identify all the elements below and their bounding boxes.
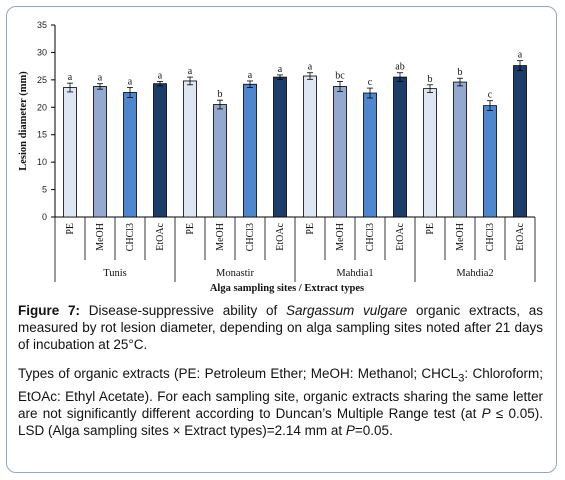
- significance-letter: a: [278, 64, 283, 75]
- significance-letter: bc: [335, 71, 345, 82]
- category-label: MeOH: [215, 223, 226, 251]
- y-axis-title: Lesion diameter (mm): [18, 71, 29, 171]
- significance-letter: a: [128, 77, 133, 88]
- bar-monastir-chcl3: [243, 83, 257, 218]
- bar-mahdia2-pe: [423, 88, 437, 218]
- bar-mahdia2-meoh: [453, 81, 467, 218]
- category-label: PE: [305, 223, 316, 235]
- x-axis-title: Alga sampling sites / Extract types: [210, 283, 364, 294]
- category-label: CHCl3: [125, 223, 136, 251]
- y-tick-label: 15: [37, 130, 47, 140]
- y-tick-label: 20: [37, 102, 47, 112]
- y-tick-label: 35: [37, 20, 47, 30]
- category-label: CHCl3: [485, 223, 496, 251]
- bar-tunis-etoac: [153, 83, 167, 218]
- significance-letter: a: [98, 73, 103, 84]
- figure-number: Figure 7:: [18, 303, 80, 318]
- category-label: MeOH: [455, 223, 466, 251]
- significance-letter: a: [308, 62, 313, 73]
- bar-tunis-chcl3: [123, 92, 137, 218]
- bar-monastir-meoh: [213, 104, 227, 218]
- category-label: EtOAc: [155, 222, 166, 250]
- significance-letter: c: [368, 77, 373, 88]
- category-label: CHCl3: [245, 223, 256, 251]
- caption-note: Types of organic extracts (PE: Petroleum…: [18, 366, 544, 438]
- species-name: Sargassum vulgare: [285, 303, 408, 318]
- figure-caption: Figure 7: Disease-suppressive ability of…: [18, 302, 543, 439]
- significance-letter: a: [188, 66, 193, 77]
- bar-mahdia1-etoac: [393, 76, 407, 218]
- significance-letter: a: [158, 71, 163, 82]
- category-label: MeOH: [335, 223, 346, 251]
- category-label: MeOH: [95, 223, 106, 251]
- y-tick-label: 30: [37, 47, 47, 57]
- bar-mahdia1-pe: [303, 75, 317, 218]
- significance-letter: b: [428, 74, 433, 85]
- bar-mahdia2-chcl3: [483, 105, 497, 218]
- caption-main: Figure 7: Disease-suppressive ability of…: [18, 303, 543, 352]
- category-label: EtOAc: [395, 222, 406, 250]
- significance-letter: b: [218, 89, 223, 100]
- site-label-mahdia2: Mahdia2: [456, 268, 493, 279]
- bar-chart: 0 5 10 15 20 25 30 35 Lesion diameter (mm) a PE a Me…: [18, 20, 536, 294]
- significance-letter: a: [68, 72, 73, 83]
- bar-mahdia1-chcl3: [363, 92, 377, 218]
- bar-monastir-pe: [183, 80, 197, 218]
- y-tick-label: 10: [37, 157, 47, 167]
- category-label: PE: [65, 223, 76, 235]
- bar-monastir-etoac: [273, 76, 287, 218]
- site-label-mahdia1: Mahdia1: [336, 268, 373, 279]
- significance-letter: b: [458, 67, 463, 78]
- y-tick-label: 0: [42, 212, 47, 222]
- significance-letter: ab: [395, 62, 404, 73]
- category-label: CHCl3: [365, 223, 376, 251]
- category-label: PE: [425, 223, 436, 235]
- y-tick-label: 5: [42, 185, 47, 195]
- significance-letter: a: [248, 70, 253, 81]
- site-label-monastir: Monastir: [216, 268, 254, 279]
- y-tick-label: 25: [37, 75, 47, 85]
- bar-mahdia1-meoh: [333, 86, 347, 218]
- site-label-tunis: Tunis: [103, 268, 127, 279]
- category-label: EtOAc: [515, 222, 526, 250]
- category-label: EtOAc: [275, 222, 286, 250]
- bar-mahdia2-etoac: [513, 65, 527, 218]
- bar-tunis-meoh: [93, 86, 107, 218]
- significance-letter: a: [518, 50, 523, 61]
- category-label: PE: [185, 223, 196, 235]
- bar-tunis-pe: [63, 87, 77, 218]
- significance-letter: c: [488, 90, 493, 101]
